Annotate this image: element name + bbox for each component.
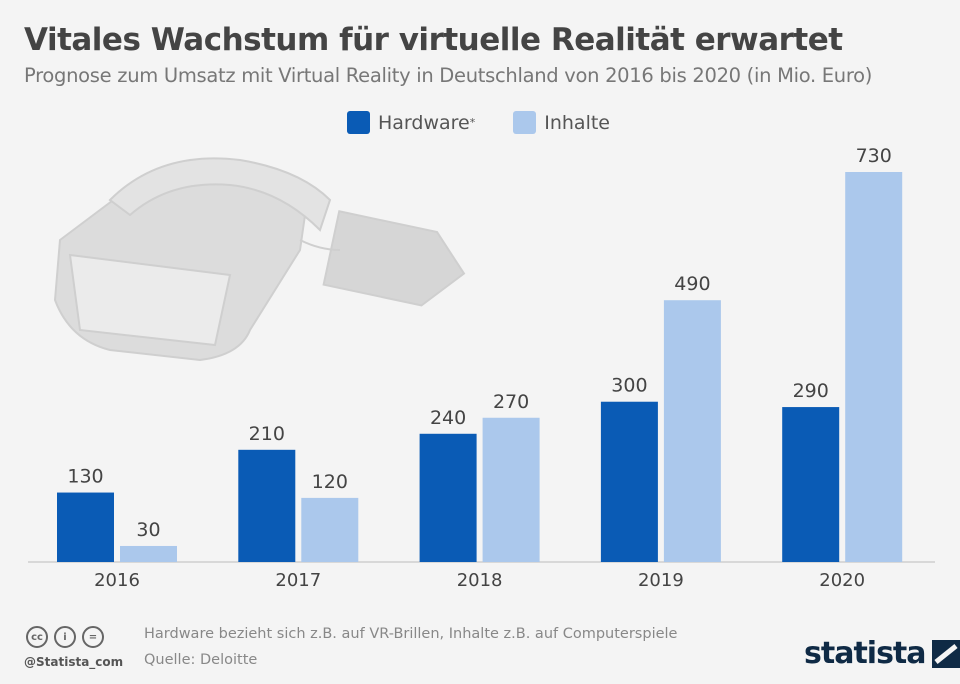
x-tick-label: 2019 (638, 570, 684, 591)
cc-icon: cc (26, 626, 48, 648)
footnote: Hardware bezieht sich z.B. auf VR-Brille… (144, 626, 678, 642)
x-tick-label: 2017 (275, 570, 321, 591)
bar-hardware-2017 (238, 449, 296, 562)
data-label: 300 (611, 375, 647, 397)
legend-swatch-inhalte (513, 111, 537, 134)
bar-hardware-2019 (600, 401, 658, 562)
statista-logo-icon (931, 639, 960, 668)
brand-name: statista (804, 636, 927, 671)
chart-subtitle: Prognose zum Umsatz mit Virtual Reality … (24, 64, 873, 87)
bar-inhalte-2019 (663, 300, 721, 562)
x-tick-label: 2016 (94, 570, 140, 591)
bar-hardware-2020 (782, 407, 840, 562)
creative-commons-icons: cc i = (26, 626, 104, 648)
data-label: 120 (312, 471, 348, 493)
vr-headset-illustration (53, 157, 466, 362)
data-label: 210 (249, 423, 285, 445)
statista-handle: @Statista_com (24, 655, 124, 669)
no-derivatives-icon: = (82, 626, 104, 648)
bar-inhalte-2017 (301, 497, 359, 562)
data-label: 270 (493, 391, 529, 413)
data-label: 240 (430, 407, 466, 429)
source: Quelle: Deloitte (144, 652, 258, 668)
x-tick-label: 2020 (819, 570, 865, 591)
legend-item-inhalte: Inhalte (513, 111, 610, 134)
data-label: 30 (136, 519, 160, 541)
legend: Hardware * Inhalte (347, 111, 648, 134)
data-label: 730 (856, 145, 892, 167)
legend-item-hardware: Hardware * (347, 111, 475, 134)
data-label: 130 (67, 466, 103, 488)
chart-title: Vitales Wachstum für virtuelle Realität … (24, 22, 843, 58)
bar-hardware-2018 (419, 433, 477, 562)
bar-inhalte-2018 (482, 417, 540, 562)
attribution-icon: i (54, 626, 76, 648)
x-tick-label: 2018 (457, 570, 503, 591)
statista-logo: statista (804, 636, 960, 671)
bar-inhalte-2016 (120, 545, 177, 562)
data-label: 290 (793, 380, 829, 402)
legend-asterisk: * (469, 116, 476, 129)
bar-hardware-2016 (57, 492, 114, 562)
data-label: 490 (674, 273, 710, 295)
legend-label-hardware: Hardware (378, 111, 470, 134)
legend-swatch-hardware (347, 111, 370, 134)
legend-label-inhalte: Inhalte (544, 111, 610, 134)
bar-inhalte-2020 (845, 172, 903, 562)
